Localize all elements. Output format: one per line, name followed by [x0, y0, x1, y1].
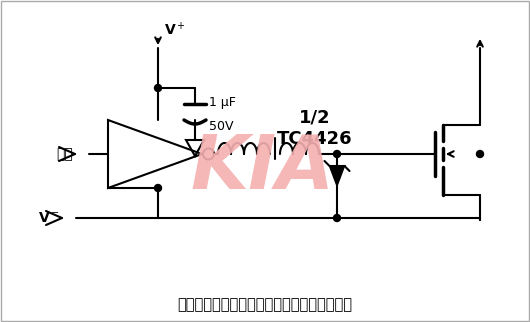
Text: 1/2
TC4426: 1/2 TC4426	[277, 108, 353, 148]
Text: V$^-$: V$^-$	[38, 211, 60, 225]
Circle shape	[476, 150, 483, 157]
Text: 1 μF: 1 μF	[209, 96, 236, 109]
Text: 当电路板走线长时使用齐纳二极管来钳位电压: 当电路板走线长时使用齐纳二极管来钳位电压	[178, 298, 352, 312]
Text: 50V: 50V	[209, 119, 234, 132]
Circle shape	[333, 150, 340, 157]
Text: KIA: KIA	[190, 131, 334, 204]
Text: V$^+$: V$^+$	[164, 21, 186, 39]
Circle shape	[333, 214, 340, 222]
Polygon shape	[330, 166, 345, 186]
Text: 输入: 输入	[56, 147, 73, 161]
Circle shape	[155, 84, 162, 91]
Circle shape	[155, 185, 162, 192]
